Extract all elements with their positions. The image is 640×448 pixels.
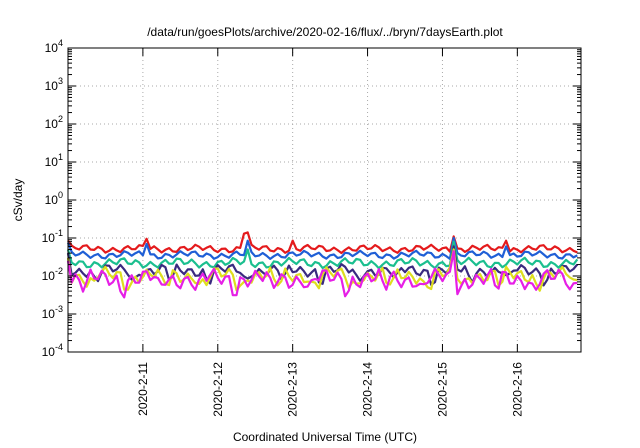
y-tick-label: 10-4 [42,342,63,359]
series-line [66,236,578,260]
y-tick-label: 104 [45,38,63,55]
series-layer [66,231,579,299]
series-line [66,250,578,299]
axes: 10-4 10-3 10-2 10-1 100 101 102 103 104 2020-2-11… [42,38,581,417]
y-tick-label: 10-2 [42,266,63,283]
x-tick-label: 2020-2-13 [286,362,300,417]
series-line [67,231,578,255]
y-axis-label: cSv/day [11,179,25,222]
y-tick-label: 102 [45,114,63,131]
y-tick-label: 100 [45,190,63,207]
x-axis-label: Coordinated Universal Time (UTC) [233,430,417,444]
grid [68,48,581,352]
y-tick-label: 10-3 [42,304,63,321]
chart-title: /data/run/goesPlots/archive/2020-02-16/f… [147,25,503,39]
x-tick-label: 2020-2-16 [510,362,524,417]
x-tick-label: 2020-2-12 [211,362,225,417]
x-tick-label: 2020-2-11 [136,362,150,416]
x-tick-label: 2020-2-14 [361,362,375,417]
y-tick-label: 101 [45,152,63,169]
x-tick-label: 2020-2-15 [435,362,449,417]
series-line [66,240,579,270]
y-tick-label: 103 [45,76,63,93]
y-tick-label: 10-1 [42,228,63,245]
